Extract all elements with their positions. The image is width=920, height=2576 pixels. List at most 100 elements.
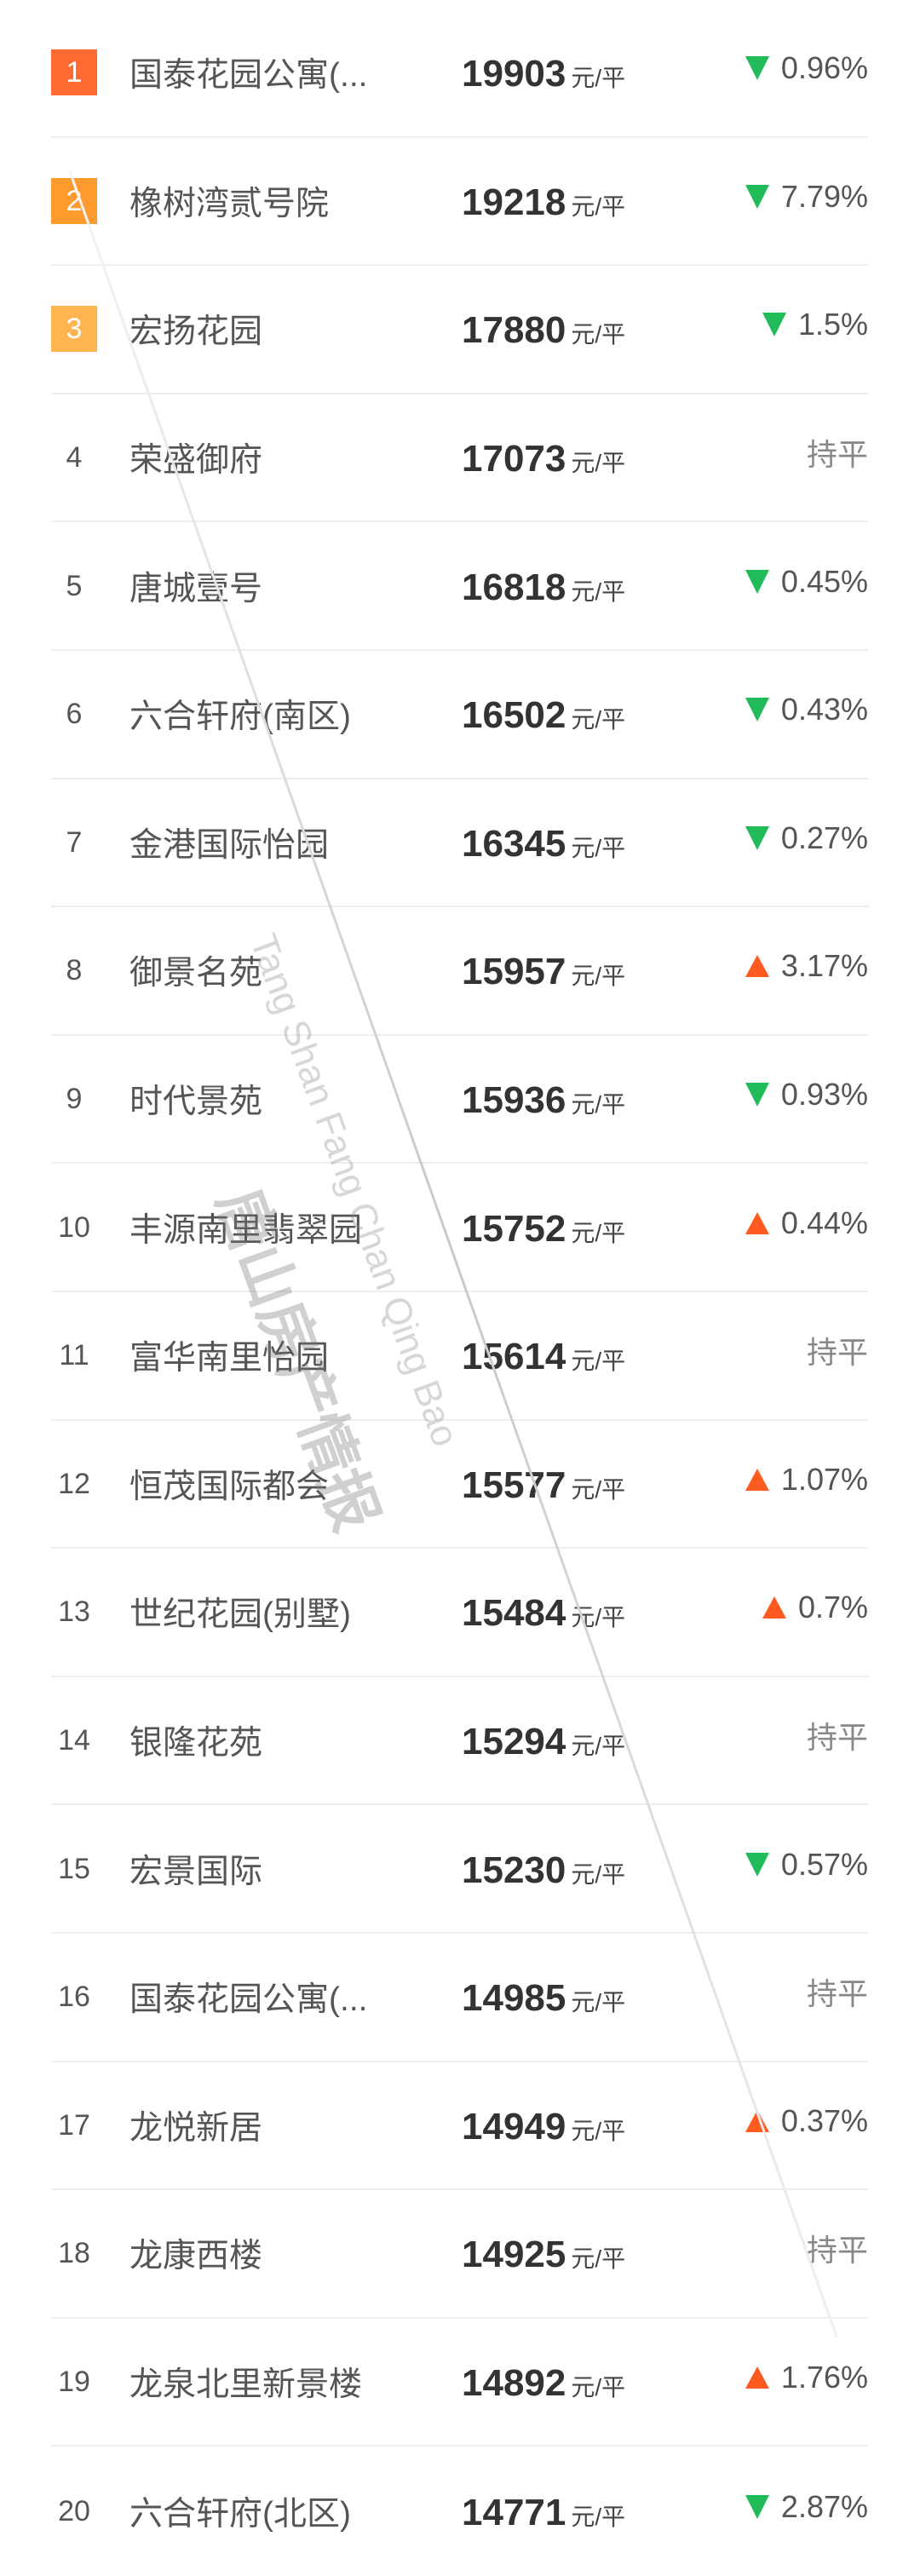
price-value: 15484 xyxy=(462,1592,566,1635)
list-item[interactable]: 5 唐城壹号 16818 元/平 0.45% xyxy=(51,522,868,651)
list-item[interactable]: 19 龙泉北里新景楼 14892 元/平 1.76% xyxy=(51,2319,868,2447)
price-value: 15752 xyxy=(462,1207,566,1250)
price-unit: 元/平 xyxy=(571,963,626,990)
change-value: 2.87% xyxy=(780,2488,868,2524)
change-value: 7.79% xyxy=(780,178,868,214)
price-value: 14949 xyxy=(462,2105,566,2148)
community-name: 橡树湾贰号院 xyxy=(129,185,330,222)
price-value: 15294 xyxy=(462,1721,566,1763)
price-unit: 元/平 xyxy=(571,2245,626,2273)
list-item[interactable]: 20 六合轩府(北区) 14771 元/平 2.87% xyxy=(51,2447,868,2575)
price-value: 16502 xyxy=(462,694,566,737)
arrow-down-icon xyxy=(745,56,769,81)
price: 17073 元/平 xyxy=(462,438,625,480)
change-value: 1.5% xyxy=(797,307,868,342)
change-value: 0.37% xyxy=(780,2102,868,2138)
rank-badge: 2 xyxy=(51,177,97,224)
price-ranking-list: 1 国泰花园公寓(... 19903 元/平 0.96% 2 橡树湾贰号院 1921… xyxy=(51,9,868,2575)
change: 0.7% xyxy=(762,1590,868,1625)
change-value: 持平 xyxy=(806,436,868,472)
price: 15294 元/平 xyxy=(462,1721,625,1763)
list-item[interactable]: 3 宏扬花园 17880 元/平 1.5% xyxy=(51,266,868,394)
change: 0.96% xyxy=(745,50,868,86)
price-value: 19218 xyxy=(462,181,566,223)
list-item[interactable]: 16 国泰花园公寓(... 14985 元/平 持平 xyxy=(51,1934,868,2062)
list-item[interactable]: 9 时代景苑 15936 元/平 0.93% xyxy=(51,1036,868,1164)
change: 0.37% xyxy=(745,2103,868,2139)
list-item[interactable]: 17 龙悦新居 14949 元/平 0.37% xyxy=(51,2062,868,2191)
list-item[interactable]: 10 丰源南里翡翠园 15752 元/平 0.44% xyxy=(51,1164,868,1292)
price-value: 14985 xyxy=(462,1977,566,2020)
rank-badge: 17 xyxy=(58,2108,90,2142)
rank-badge: 9 xyxy=(66,1083,83,1116)
price: 16818 元/平 xyxy=(462,566,625,609)
price-value: 19903 xyxy=(462,53,566,95)
arrow-down-icon xyxy=(745,698,769,722)
list-item[interactable]: 14 银隆花苑 15294 元/平 持平 xyxy=(51,1677,868,1806)
rank-badge: 4 xyxy=(66,441,83,474)
price-unit: 元/平 xyxy=(571,1348,626,1375)
price-unit: 元/平 xyxy=(571,2117,626,2144)
price: 14892 元/平 xyxy=(462,2362,625,2405)
change-value: 1.76% xyxy=(780,2359,868,2395)
rank-badge: 8 xyxy=(66,954,83,987)
price-unit: 元/平 xyxy=(571,1989,626,2016)
community-name: 时代景苑 xyxy=(129,1084,263,1121)
rank-badge: 12 xyxy=(58,1467,90,1500)
list-item[interactable]: 7 金港国际怡园 16345 元/平 0.27% xyxy=(51,779,868,908)
change: 持平 xyxy=(807,430,868,474)
rank-badge: 15 xyxy=(58,1852,90,1885)
community-name: 御景名苑 xyxy=(129,955,263,992)
change: 0.43% xyxy=(745,692,868,727)
price: 19903 元/平 xyxy=(462,53,625,95)
rank-badge: 1 xyxy=(51,49,97,96)
price-value: 17880 xyxy=(462,309,566,352)
arrow-up-icon xyxy=(745,2366,769,2389)
change-value: 持平 xyxy=(806,1334,868,1370)
price: 15752 元/平 xyxy=(462,1208,625,1251)
list-item[interactable]: 2 橡树湾贰号院 19218 元/平 7.79% xyxy=(51,138,868,267)
change-value: 持平 xyxy=(806,2233,868,2268)
price-unit: 元/平 xyxy=(571,578,626,605)
change: 0.93% xyxy=(745,1077,868,1113)
price-unit: 元/平 xyxy=(571,2373,626,2401)
price-value: 16345 xyxy=(462,822,566,865)
price-value: 17073 xyxy=(462,438,566,480)
arrow-up-icon xyxy=(745,1211,769,1234)
list-item[interactable]: 6 六合轩府(南区) 16502 元/平 0.43% xyxy=(51,651,868,779)
change: 3.17% xyxy=(745,948,868,984)
rank-badge: 10 xyxy=(58,1210,90,1244)
price-value: 15230 xyxy=(462,1849,566,1891)
list-item[interactable]: 1 国泰花园公寓(... 19903 元/平 0.96% xyxy=(51,9,868,138)
price-value: 15577 xyxy=(462,1463,566,1506)
price: 16345 元/平 xyxy=(462,823,625,865)
rank-badge: 20 xyxy=(58,2494,90,2527)
rank-badge: 14 xyxy=(58,1724,90,1757)
list-item[interactable]: 8 御景名苑 15957 元/平 3.17% xyxy=(51,907,868,1036)
list-item[interactable]: 12 恒茂国际都会 15577 元/平 1.07% xyxy=(51,1421,868,1550)
list-item[interactable]: 18 龙康西楼 14925 元/平 持平 xyxy=(51,2190,868,2319)
price: 19218 元/平 xyxy=(462,181,625,224)
list-item[interactable]: 15 宏景国际 15230 元/平 0.57% xyxy=(51,1805,868,1934)
price: 15577 元/平 xyxy=(462,1464,625,1507)
list-item[interactable]: 11 富华南里怡园 15614 元/平 持平 xyxy=(51,1292,868,1421)
price-unit: 元/平 xyxy=(571,1475,626,1503)
change: 1.5% xyxy=(762,307,868,342)
change-value: 0.96% xyxy=(780,50,868,86)
price-value: 14771 xyxy=(462,2491,566,2533)
community-name: 宏景国际 xyxy=(129,1853,263,1890)
list-item[interactable]: 4 荣盛御府 17073 元/平 持平 xyxy=(51,394,868,523)
price-unit: 元/平 xyxy=(571,2503,626,2530)
community-name: 宏扬花园 xyxy=(129,313,263,351)
arrow-up-icon xyxy=(745,955,769,978)
rank-badge: 6 xyxy=(66,698,83,731)
change: 持平 xyxy=(807,1328,868,1372)
change: 1.07% xyxy=(745,1462,868,1498)
community-name: 富华南里怡园 xyxy=(129,1340,330,1377)
change-value: 1.07% xyxy=(780,1461,868,1497)
list-item[interactable]: 13 世纪花园(别墅) 15484 元/平 0.7% xyxy=(51,1549,868,1677)
price-unit: 元/平 xyxy=(571,834,626,861)
rank-badge: 18 xyxy=(58,2237,90,2270)
rank-badge: 19 xyxy=(58,2365,90,2398)
rank-badge: 7 xyxy=(66,825,83,859)
